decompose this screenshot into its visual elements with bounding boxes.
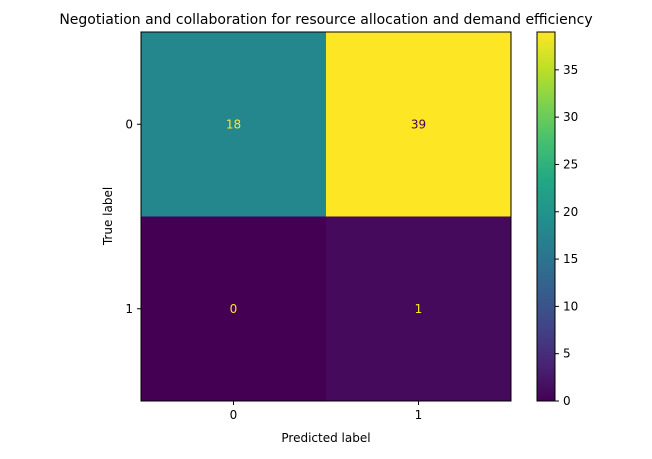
- y-axis-label: True label: [101, 187, 115, 246]
- heatmap-cell-0-1: [326, 32, 511, 217]
- colorbar-tick-label-5: 5: [563, 347, 571, 361]
- colorbar-tick-label-25: 25: [563, 157, 578, 171]
- cell-value-1-0: 0: [230, 302, 238, 316]
- colorbar-tick-label-0: 0: [563, 394, 571, 408]
- y-axis-ticks: 01: [125, 117, 141, 316]
- plot-frame: [140, 31, 512, 402]
- colorbar-tick-label-30: 30: [563, 110, 578, 124]
- colorbar-tick-label-10: 10: [563, 299, 578, 313]
- colorbar: [536, 31, 556, 402]
- heatmap-cell-labels: 18 39 0 1: [226, 117, 426, 316]
- x-axis-label: Predicted label: [281, 431, 370, 445]
- heatmap-cells: [141, 32, 511, 401]
- y-tick-label-1: 1: [125, 302, 133, 316]
- colorbar-tick-label-20: 20: [563, 205, 578, 219]
- y-tick-label-0: 0: [125, 117, 133, 131]
- cell-value-1-1: 1: [415, 302, 423, 316]
- cell-value-0-1: 39: [411, 117, 426, 131]
- heatmap-cell-1-1: [326, 216, 511, 401]
- x-tick-label-0: 0: [230, 408, 238, 422]
- colorbar-tick-label-35: 35: [563, 63, 578, 77]
- heatmap-cell-0-0: [141, 32, 326, 217]
- heatmap-cell-1-0: [141, 216, 326, 401]
- colorbar-ticks: 0 5 10 15 20 25 30 35: [555, 63, 578, 408]
- x-tick-label-1: 1: [415, 408, 423, 422]
- colorbar-tick-label-15: 15: [563, 252, 578, 266]
- cell-value-0-0: 18: [226, 117, 241, 131]
- chart-title: Negotiation and collaboration for resour…: [59, 12, 592, 28]
